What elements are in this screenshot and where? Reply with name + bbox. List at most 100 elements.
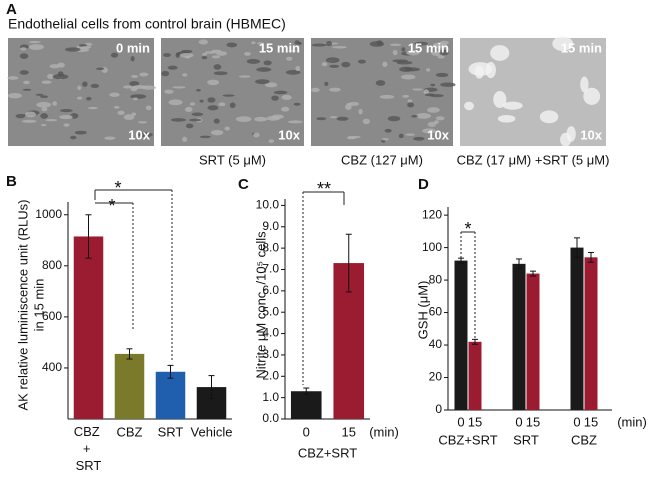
bar — [454, 260, 468, 410]
cell — [226, 42, 238, 48]
y-tick-label: 6.0 — [262, 283, 279, 297]
cell — [189, 118, 202, 122]
bar — [290, 391, 322, 419]
cell — [281, 94, 292, 100]
y-axis-label: in 15 min — [31, 279, 46, 332]
cell — [295, 65, 301, 72]
cell — [273, 90, 288, 95]
cell — [490, 45, 510, 61]
error-bar — [208, 375, 215, 400]
bar — [73, 236, 104, 419]
cell — [257, 42, 264, 45]
cell — [286, 56, 293, 61]
cell — [164, 89, 174, 94]
cell — [168, 99, 183, 106]
cell — [316, 117, 327, 121]
image-caption: CBZ (127 μM) — [341, 152, 423, 167]
category-label: CBZ — [571, 432, 597, 447]
cell — [254, 116, 268, 122]
cell — [357, 59, 366, 64]
cell — [580, 76, 589, 93]
cell — [86, 96, 92, 101]
error-bar — [458, 257, 464, 264]
bar — [114, 353, 145, 419]
cell — [293, 102, 301, 106]
cell — [435, 116, 445, 121]
y-tick-label: 1000 — [35, 207, 62, 221]
cell — [288, 49, 297, 53]
cell — [64, 47, 81, 52]
error-bar — [472, 338, 478, 345]
cell — [407, 102, 415, 108]
cell — [163, 52, 171, 58]
bar — [526, 273, 540, 410]
x-tick-label: 0 — [457, 414, 464, 429]
cell — [49, 64, 60, 69]
error-bar — [588, 251, 594, 263]
y-tick-label: 9.0 — [262, 219, 279, 233]
error-bar — [167, 364, 174, 379]
cell — [189, 102, 196, 106]
significance: * — [108, 196, 115, 216]
panel-title: Endothelial cells from control brain (HB… — [8, 16, 286, 32]
time-label: 15 min — [408, 40, 449, 55]
magnification-label: 10x — [580, 127, 602, 142]
cell — [255, 79, 270, 85]
panel-label: B — [6, 173, 17, 190]
cell — [329, 87, 341, 92]
cell — [440, 82, 456, 87]
cell — [213, 118, 220, 124]
cell — [52, 74, 69, 80]
cell — [104, 136, 116, 140]
error-bar — [530, 270, 536, 277]
cell — [182, 136, 188, 142]
cell — [131, 74, 139, 78]
x-axis-label: CBZ+SRT — [298, 445, 357, 460]
cell — [411, 114, 418, 118]
cell — [77, 85, 82, 91]
x-unit: (min) — [369, 424, 399, 439]
bar — [468, 341, 482, 410]
y-tick-label: 3.0 — [262, 347, 279, 361]
y-axis-label: AK relative luminiscence unit (RLUs) — [15, 200, 30, 411]
cell — [271, 95, 279, 101]
cell — [59, 109, 73, 113]
cell — [424, 93, 435, 97]
cell — [109, 92, 120, 97]
cell — [47, 74, 54, 79]
cell — [129, 81, 140, 86]
cell — [7, 93, 22, 99]
cell — [207, 97, 216, 103]
error-bar — [574, 237, 580, 258]
cell — [332, 45, 347, 49]
cell — [218, 102, 226, 107]
cell — [199, 99, 204, 103]
cell — [405, 133, 416, 136]
cell — [281, 106, 290, 112]
error-bar — [345, 233, 352, 293]
error-bar — [516, 258, 522, 270]
cell — [196, 89, 201, 92]
cell — [375, 80, 386, 86]
cell — [113, 105, 120, 109]
cell — [179, 53, 194, 58]
significance: * — [464, 219, 471, 239]
x-tick-label: 0 — [573, 414, 580, 429]
cell — [161, 70, 170, 77]
cell — [422, 128, 436, 134]
cell — [435, 72, 449, 78]
cell — [402, 94, 410, 98]
time-label: 15 min — [259, 40, 300, 55]
cell — [427, 107, 440, 113]
y-tick-label: 8.0 — [262, 240, 279, 254]
y-tick-label: 80 — [429, 272, 443, 286]
y-tick-label: 10.0 — [256, 198, 280, 212]
magnification-label: 10x — [427, 127, 449, 142]
cell — [184, 106, 193, 112]
cell — [324, 81, 329, 87]
cell — [382, 61, 388, 68]
y-tick-label: 600 — [42, 309, 62, 323]
cell — [41, 107, 48, 112]
x-tick-label: 15 — [526, 414, 540, 429]
cell — [123, 85, 133, 89]
